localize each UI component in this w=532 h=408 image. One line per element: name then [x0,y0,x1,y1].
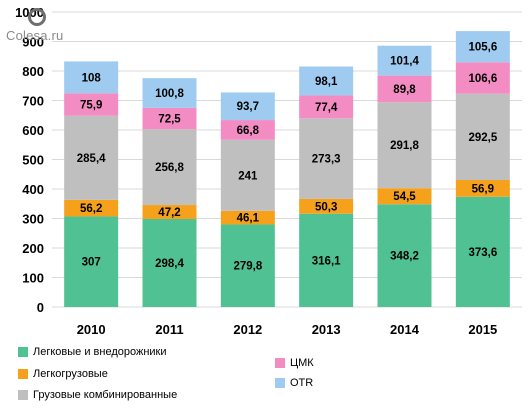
x-tick-label: 2010 [77,322,106,337]
data-label: 285,4 [77,153,106,165]
bar-segment [64,199,119,217]
legend-item-light-trucks: Легкогрузовые [18,368,108,380]
bar-segment [299,213,354,307]
bar-segment [64,115,119,200]
bar-segment [377,45,432,76]
watermark-logo-icon [28,8,46,26]
data-label: 291,8 [390,140,419,152]
y-tick-label: 100 [22,271,44,286]
data-label: 108 [82,72,102,84]
y-tick-label: 400 [22,182,44,197]
bar-segment [377,102,432,189]
data-label: 241 [238,170,258,182]
x-tick-label: 2011 [155,322,183,337]
data-label: 292,5 [468,132,497,144]
data-label: 56,2 [80,203,102,215]
legend-item-trucks-combined: Грузовые комбинированные [18,389,177,401]
watermark-text: Colesa.ru [6,28,64,43]
bar-segment [220,92,275,121]
data-label: 100,8 [155,88,184,100]
data-label: 273,3 [312,154,341,166]
legend-label: ЦМК [290,357,314,369]
bar-segment [377,188,432,205]
bar-segment [64,93,119,116]
y-tick-label: 600 [22,123,44,138]
y-tick-label: 300 [22,212,44,227]
y-tick-label: 700 [22,94,44,109]
data-label: 316,1 [312,255,341,267]
bar-segment [455,196,510,307]
bar-segment [220,139,275,211]
data-label: 56,9 [472,183,494,195]
data-label: 77,4 [315,102,338,114]
bar-segment [299,95,354,119]
legend-swatch [275,378,285,388]
legend-item-passenger: Легковые и внедорожники [18,346,167,358]
data-label: 89,8 [393,84,416,96]
data-label: 256,8 [155,162,184,174]
data-label: 106,6 [468,73,497,85]
bar-segment [377,75,432,103]
legend-item-cmk: ЦМК [275,357,314,369]
data-label: 66,8 [237,125,260,137]
data-label: 348,2 [390,251,419,263]
data-label: 50,3 [315,201,337,213]
y-tick-label: 900 [22,35,44,50]
bar-segment [220,120,275,140]
x-tick-label: 2014 [390,322,420,337]
legend-swatch [275,358,285,368]
legend-item-otr: OTR [275,377,313,389]
data-label: 98,1 [315,76,338,88]
bar-segment [455,93,510,181]
legend-swatch [18,347,28,357]
y-tick-label: 0 [37,300,44,315]
legend-swatch [18,369,28,379]
y-tick-label: 200 [22,241,44,256]
data-label: 279,8 [233,261,262,273]
bar-segment [220,210,275,225]
data-label: 47,2 [158,207,180,219]
legend-label: OTR [290,377,314,389]
bar-segment [299,118,354,199]
data-label: 93,7 [237,101,259,113]
bar-segment [64,61,119,94]
data-label: 298,4 [155,258,184,270]
bar-segment [220,224,275,307]
bar-segment [455,31,510,63]
bar-segment [142,218,197,307]
data-label: 307 [82,257,101,269]
data-label: 75,9 [80,99,102,111]
data-label: 101,4 [390,56,419,68]
bar-segment [142,205,197,219]
x-tick-label: 2013 [312,322,341,337]
bar-segment [142,107,197,130]
bar-segment [455,180,510,197]
data-label: 373,6 [468,247,497,259]
bar-segment [377,204,432,307]
bar-segment [299,198,354,214]
y-tick-label: 500 [22,153,44,168]
legend-swatch [18,390,28,400]
data-label: 72,5 [158,114,181,126]
bar-segment [142,129,197,206]
data-label: 105,6 [468,42,497,54]
data-label: 54,5 [393,191,416,203]
legend-label: Легковые и внедорожники [33,346,167,358]
x-tick-label: 2012 [233,322,262,337]
x-tick-label: 2015 [468,322,497,337]
bar-segment [455,62,510,94]
bar-segment [64,216,119,307]
y-tick-label: 800 [22,64,44,79]
bar-segment [299,66,354,96]
data-label: 46,1 [237,213,260,225]
bar-segment [142,78,197,108]
legend-label: Легкогрузовые [33,368,108,380]
legend-label: Грузовые комбинированные [33,389,178,401]
